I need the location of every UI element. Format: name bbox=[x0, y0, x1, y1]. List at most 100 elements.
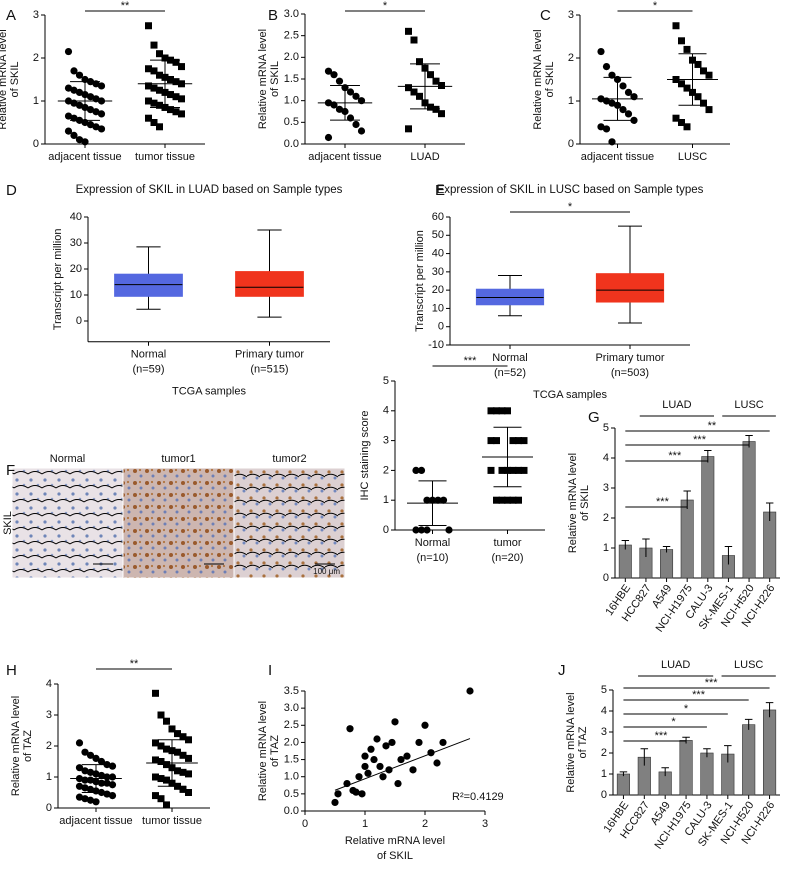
y-tick-label: 30 bbox=[432, 266, 444, 278]
x-tick-label: Primary tumor bbox=[235, 349, 304, 361]
point bbox=[75, 88, 84, 96]
y-tick-label: 0 bbox=[76, 315, 82, 327]
point bbox=[150, 67, 158, 75]
point bbox=[370, 755, 378, 764]
y-tick-label: 2 bbox=[601, 747, 607, 759]
point bbox=[433, 759, 441, 767]
point bbox=[421, 721, 429, 729]
point bbox=[602, 63, 611, 71]
significance-label: *** bbox=[705, 677, 719, 689]
point bbox=[397, 755, 405, 764]
point bbox=[520, 437, 528, 445]
point bbox=[92, 754, 100, 763]
y-tick-label: 3.0 bbox=[284, 702, 299, 714]
point bbox=[97, 110, 106, 118]
point bbox=[179, 768, 187, 776]
bar bbox=[660, 549, 674, 579]
point bbox=[364, 769, 372, 777]
y-tick-label: 0 bbox=[46, 802, 52, 814]
x-tick-label: adjacent tissue bbox=[308, 151, 381, 163]
panel-letter: F bbox=[6, 462, 15, 479]
point bbox=[700, 99, 707, 107]
point bbox=[683, 84, 691, 92]
point bbox=[672, 22, 680, 30]
y-tick-label: 0.0 bbox=[284, 138, 299, 150]
bar bbox=[618, 544, 632, 579]
y-axis-label: of SKIL bbox=[9, 61, 21, 97]
x-tick-label: 1 bbox=[362, 818, 368, 830]
point bbox=[161, 54, 169, 62]
point bbox=[145, 114, 152, 122]
point bbox=[412, 466, 420, 474]
chart-title: Expression of SKIL in LUAD based on Samp… bbox=[76, 184, 343, 196]
x-tick-label: LUSC bbox=[678, 151, 707, 163]
point bbox=[346, 725, 354, 733]
point bbox=[75, 136, 84, 144]
bar bbox=[763, 511, 777, 579]
x-tick-label: (n=503) bbox=[611, 367, 649, 379]
point bbox=[86, 121, 95, 129]
scale-bar-label: 100 μm bbox=[313, 567, 340, 576]
point bbox=[157, 775, 165, 783]
point bbox=[86, 751, 95, 759]
point bbox=[504, 407, 511, 415]
bar bbox=[762, 709, 777, 796]
bar bbox=[742, 441, 756, 579]
point bbox=[145, 22, 152, 30]
y-tick-label: 10 bbox=[70, 289, 82, 301]
point bbox=[705, 106, 713, 114]
y-tick-label: 1 bbox=[383, 494, 389, 506]
y-tick-label: 3 bbox=[568, 9, 574, 21]
point bbox=[92, 798, 100, 806]
point bbox=[367, 745, 375, 753]
point bbox=[86, 785, 95, 794]
point bbox=[352, 120, 360, 129]
point bbox=[335, 77, 344, 85]
y-tick-label: 2.0 bbox=[284, 736, 299, 748]
x-tick-label: adjacent tissue bbox=[48, 151, 121, 163]
y-tick-label: 0 bbox=[568, 138, 574, 150]
y-tick-label: 4 bbox=[601, 705, 607, 717]
point bbox=[382, 742, 390, 750]
box bbox=[235, 271, 304, 297]
y-tick-label: 1 bbox=[46, 771, 52, 783]
point bbox=[64, 112, 73, 120]
point bbox=[493, 437, 500, 445]
point bbox=[608, 99, 616, 107]
y-tick-label: 1 bbox=[33, 95, 39, 107]
y-axis-label: Relative mRNA level bbox=[257, 701, 269, 801]
point bbox=[86, 796, 95, 804]
y-tick-label: 2.0 bbox=[284, 51, 299, 63]
y-tick-label: 10 bbox=[432, 302, 444, 314]
image-label: tumor1 bbox=[161, 453, 195, 465]
point bbox=[157, 711, 165, 719]
point bbox=[410, 36, 418, 44]
point bbox=[405, 125, 412, 133]
sd-bar bbox=[418, 480, 447, 527]
y-tick-label: 4 bbox=[383, 405, 389, 417]
chart-title: Expression of SKIL in LUSC based on Samp… bbox=[437, 184, 704, 196]
x-tick-label: (n=52) bbox=[494, 367, 526, 379]
point bbox=[75, 764, 84, 772]
bar bbox=[679, 740, 693, 796]
y-axis-label: of TAZ bbox=[269, 735, 281, 767]
point bbox=[152, 756, 159, 764]
point bbox=[81, 748, 89, 756]
error-bar bbox=[621, 540, 630, 550]
significance-label: *** bbox=[668, 450, 682, 462]
point bbox=[156, 50, 163, 58]
sd-bar bbox=[157, 739, 187, 787]
x-tick-label: adjacent tissue bbox=[581, 151, 654, 163]
point bbox=[70, 86, 78, 94]
point bbox=[174, 748, 181, 756]
point bbox=[358, 790, 366, 798]
point bbox=[163, 801, 170, 809]
point bbox=[379, 773, 387, 781]
sd-bar bbox=[70, 81, 100, 121]
point bbox=[64, 84, 73, 92]
y-tick-label: 3 bbox=[601, 726, 607, 738]
y-tick-label: 1.0 bbox=[284, 771, 299, 783]
point bbox=[439, 738, 447, 747]
